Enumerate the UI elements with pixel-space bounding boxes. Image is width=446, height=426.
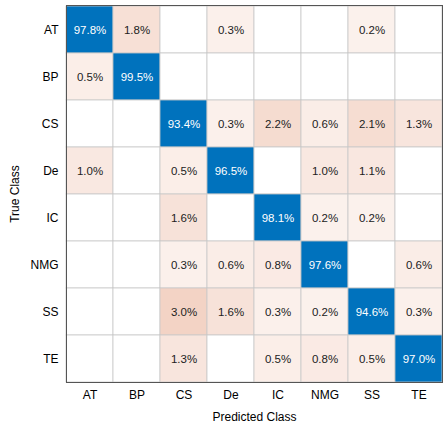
svg-text:1.3%: 1.3%	[171, 353, 197, 365]
svg-text:1.1%: 1.1%	[359, 165, 385, 177]
svg-text:0.2%: 0.2%	[359, 212, 385, 224]
svg-text:1.8%: 1.8%	[124, 24, 150, 36]
svg-text:93.4%: 93.4%	[168, 118, 201, 130]
svg-text:3.0%: 3.0%	[171, 306, 197, 318]
svg-text:SS: SS	[364, 388, 380, 402]
svg-text:TE: TE	[43, 352, 58, 366]
svg-text:1.3%: 1.3%	[406, 118, 432, 130]
svg-text:1.0%: 1.0%	[312, 165, 338, 177]
svg-text:AT: AT	[44, 23, 59, 37]
svg-text:Predicted Class: Predicted Class	[212, 410, 296, 424]
svg-text:99.5%: 99.5%	[121, 71, 154, 83]
svg-text:97.8%: 97.8%	[74, 24, 107, 36]
svg-text:2.2%: 2.2%	[265, 118, 291, 130]
svg-text:97.6%: 97.6%	[309, 259, 342, 271]
svg-text:De: De	[223, 388, 239, 402]
svg-text:98.1%: 98.1%	[262, 212, 295, 224]
svg-text:97.0%: 97.0%	[403, 353, 436, 365]
svg-text:0.3%: 0.3%	[218, 118, 244, 130]
svg-text:SS: SS	[42, 305, 58, 319]
svg-text:TE: TE	[411, 388, 426, 402]
svg-text:0.3%: 0.3%	[265, 306, 291, 318]
svg-text:0.2%: 0.2%	[312, 306, 338, 318]
svg-text:94.6%: 94.6%	[356, 306, 389, 318]
svg-text:0.2%: 0.2%	[359, 24, 385, 36]
svg-text:0.6%: 0.6%	[406, 259, 432, 271]
svg-text:2.1%: 2.1%	[359, 118, 385, 130]
svg-text:1.0%: 1.0%	[77, 165, 103, 177]
svg-text:De: De	[43, 164, 59, 178]
svg-text:IC: IC	[272, 388, 284, 402]
svg-text:IC: IC	[47, 211, 59, 225]
svg-text:AT: AT	[83, 388, 98, 402]
svg-text:0.2%: 0.2%	[312, 212, 338, 224]
svg-text:1.6%: 1.6%	[171, 212, 197, 224]
svg-text:1.6%: 1.6%	[218, 306, 244, 318]
svg-text:0.3%: 0.3%	[171, 259, 197, 271]
svg-text:CS: CS	[176, 388, 193, 402]
svg-text:NMG: NMG	[31, 258, 59, 272]
svg-text:BP: BP	[42, 70, 58, 84]
svg-text:0.3%: 0.3%	[218, 24, 244, 36]
svg-text:0.8%: 0.8%	[312, 353, 338, 365]
svg-text:0.5%: 0.5%	[265, 353, 291, 365]
svg-text:CS: CS	[42, 117, 59, 131]
svg-text:0.6%: 0.6%	[312, 118, 338, 130]
svg-text:0.5%: 0.5%	[359, 353, 385, 365]
svg-text:0.6%: 0.6%	[218, 259, 244, 271]
svg-text:0.5%: 0.5%	[77, 71, 103, 83]
svg-text:0.5%: 0.5%	[171, 165, 197, 177]
svg-text:0.8%: 0.8%	[265, 259, 291, 271]
svg-text:96.5%: 96.5%	[215, 165, 248, 177]
svg-text:0.3%: 0.3%	[406, 306, 432, 318]
svg-text:NMG: NMG	[311, 388, 339, 402]
svg-text:BP: BP	[129, 388, 145, 402]
svg-text:True Class: True Class	[8, 165, 22, 223]
